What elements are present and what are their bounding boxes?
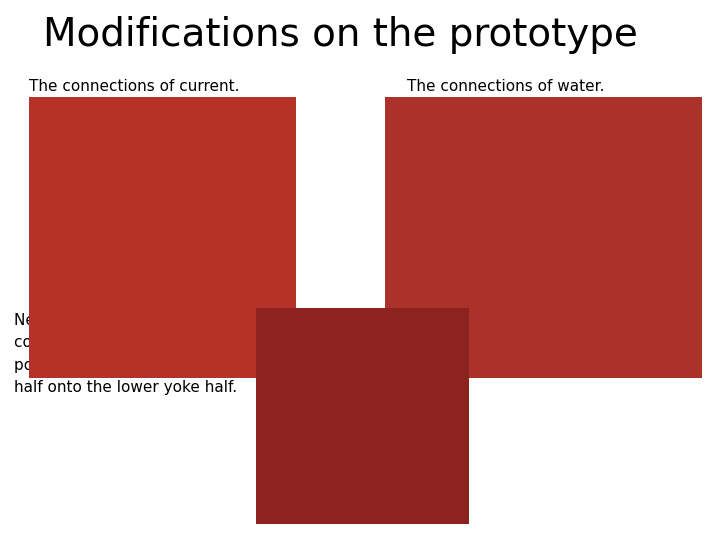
Text: New cone-cylinder
combinations for the
positioning of the upper yoke
half onto t: New cone-cylinder combinations for the p… [14,313,239,395]
Text: Modifications on the prototype: Modifications on the prototype [43,16,638,54]
Text: The connections of water.: The connections of water. [407,79,604,94]
Text: The connections of current.: The connections of current. [29,79,239,94]
